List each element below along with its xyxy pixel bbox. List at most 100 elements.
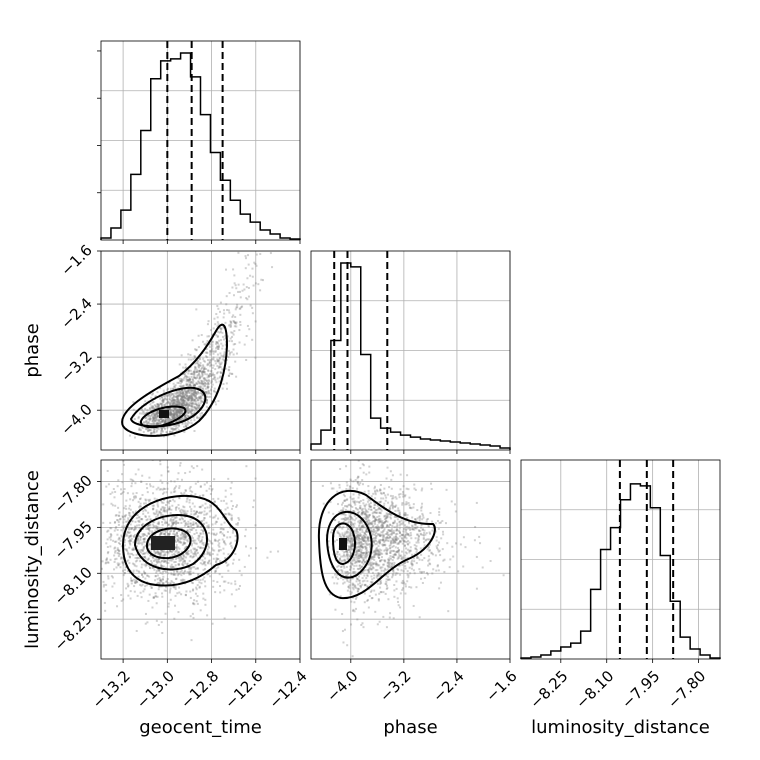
scatter-point: [43, 496, 45, 498]
scatter-point: [151, 566, 154, 569]
scatter-point: [197, 545, 200, 548]
scatter-point: [377, 533, 380, 536]
scatter-point: [153, 416, 156, 419]
scatter-point: [230, 544, 233, 547]
scatter-point: [184, 363, 187, 366]
scatter-point: [125, 587, 128, 590]
scatter-point: [435, 547, 438, 550]
scatter-point: [176, 416, 179, 419]
scatter-point: [372, 528, 375, 531]
scatter-point: [211, 542, 214, 545]
scatter-point: [273, 220, 275, 222]
scatter-point: [144, 400, 147, 403]
scatter-point: [343, 499, 346, 502]
scatter-point: [355, 535, 358, 538]
scatter-point: [446, 542, 449, 545]
scatter-point: [233, 325, 236, 328]
scatter-point: [140, 480, 143, 483]
scatter-point: [206, 390, 209, 393]
scatter-point: [133, 564, 136, 567]
scatter-point: [408, 522, 411, 525]
scatter-point: [369, 521, 372, 524]
scatter-point: [214, 368, 217, 371]
scatter-point: [161, 578, 164, 581]
scatter-point: [162, 509, 165, 512]
scatter-point: [197, 399, 200, 402]
scatter-point: [203, 385, 206, 388]
scatter-point: [161, 578, 164, 581]
scatter-point: [160, 395, 163, 398]
scatter-point: [163, 456, 165, 458]
scatter-point: [186, 397, 189, 400]
scatter-point: [212, 364, 215, 367]
scatter-point: [387, 566, 390, 569]
scatter-point: [345, 553, 348, 556]
scatter-point: [155, 558, 158, 561]
scatter-point: [179, 555, 182, 558]
scatter-point: [180, 392, 183, 395]
scatter-point: [163, 510, 166, 513]
scatter-point: [238, 558, 241, 561]
scatter-point: [194, 559, 197, 562]
scatter-point: [198, 494, 201, 497]
scatter-point: [150, 432, 153, 435]
scatter-point: [364, 583, 367, 586]
scatter-point: [181, 413, 184, 416]
scatter-point: [194, 370, 197, 373]
scatter-point: [158, 577, 161, 580]
scatter-point: [192, 527, 195, 530]
scatter-point: [160, 408, 163, 411]
scatter-point: [145, 412, 148, 415]
scatter-panel-phase-luminosity_distance: [310, 459, 511, 660]
scatter-point: [213, 549, 216, 552]
scatter-point: [228, 340, 231, 343]
scatter-point: [210, 380, 213, 383]
scatter-point: [105, 559, 108, 562]
scatter-point: [201, 374, 204, 377]
scatter-point: [196, 465, 199, 468]
scatter-point: [120, 594, 123, 597]
scatter-point: [181, 404, 184, 407]
contour-outer: [121, 323, 229, 437]
scatter-point: [169, 549, 172, 552]
scatter-point: [178, 425, 181, 428]
scatter-point: [207, 552, 210, 555]
scatter-point: [346, 556, 349, 559]
scatter-point: [427, 538, 430, 541]
scatter-point: [191, 409, 194, 412]
scatter-point: [189, 525, 192, 528]
scatter-point: [185, 398, 188, 401]
scatter-point: [357, 560, 360, 563]
scatter-point: [352, 480, 355, 483]
scatter-point: [123, 488, 126, 491]
scatter-point: [382, 504, 385, 507]
scatter-point: [171, 400, 174, 403]
scatter-point: [188, 572, 191, 575]
scatter-point: [229, 337, 232, 340]
scatter-point: [178, 403, 181, 406]
scatter-point: [336, 550, 339, 553]
scatter-point: [417, 529, 420, 532]
scatter-point: [392, 556, 395, 559]
scatter-point: [185, 425, 188, 428]
scatter-point: [205, 351, 208, 354]
scatter-point: [116, 528, 119, 531]
scatter-point: [418, 519, 421, 522]
scatter-point: [193, 384, 196, 387]
scatter-point: [358, 483, 361, 486]
scatter-point: [190, 412, 193, 415]
scatter-point: [374, 526, 377, 529]
scatter-point: [350, 623, 353, 626]
scatter-point: [156, 403, 159, 406]
scatter-point: [127, 531, 130, 534]
scatter-point: [180, 412, 183, 415]
scatter-point: [156, 595, 159, 598]
scatter-point: [205, 391, 208, 394]
scatter-point: [177, 507, 180, 510]
scatter-point: [354, 571, 357, 574]
scatter-point: [178, 394, 181, 397]
scatter-point: [173, 566, 176, 569]
scatter-point: [184, 412, 187, 415]
scatter-point: [378, 540, 381, 543]
scatter-point: [224, 334, 227, 337]
